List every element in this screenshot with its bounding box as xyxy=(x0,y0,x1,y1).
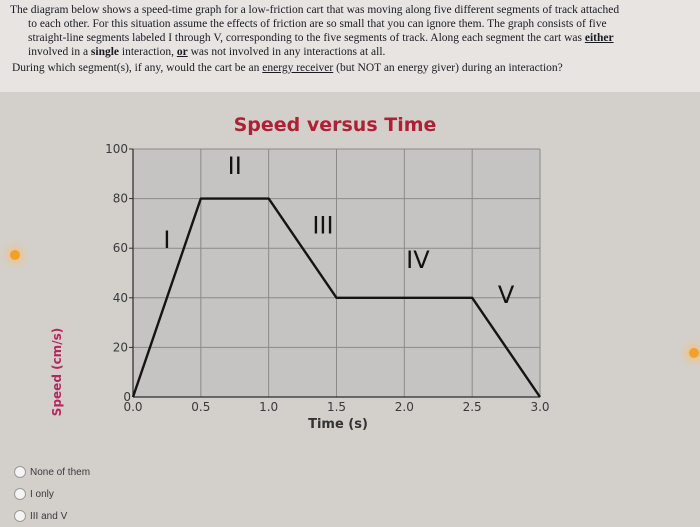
question-prompt-text-b: (but NOT an energy giver) during an inte… xyxy=(333,62,563,74)
segment-label: II xyxy=(228,152,242,180)
segment-label: V xyxy=(498,281,515,309)
question-line-3: straight-line segments labeled I through… xyxy=(10,31,694,45)
option-iii-and-v[interactable]: III and V xyxy=(14,505,90,527)
y-axis-label: Speed (cm/s) xyxy=(50,328,64,416)
option-none-of-them[interactable]: None of them xyxy=(14,461,90,483)
question-line-4-text-a: involved in a xyxy=(28,46,91,58)
question-line-4-text-b: interaction, xyxy=(119,46,177,58)
radio-button[interactable] xyxy=(14,488,26,500)
y-tick-label: 100 xyxy=(105,142,128,156)
question-line-1: The diagram below shows a speed-time gra… xyxy=(10,4,620,16)
chart-title: Speed versus Time xyxy=(234,114,437,136)
radio-button[interactable] xyxy=(14,510,26,522)
y-tick-label: 0 xyxy=(123,390,131,404)
segment-label: I xyxy=(163,226,170,254)
segment-label: III xyxy=(312,211,333,239)
question-prompt: During which segment(s), if any, would t… xyxy=(10,61,694,75)
x-tick-label: 1.5 xyxy=(327,400,346,414)
radio-button[interactable] xyxy=(14,466,26,478)
answer-options: None of them I only III and V xyxy=(14,461,90,527)
glare-dot xyxy=(689,348,699,358)
x-tick-label: 2.5 xyxy=(463,400,482,414)
x-tick-label: 2.0 xyxy=(395,400,414,414)
question-prompt-text-a: During which segment(s), if any, would t… xyxy=(12,62,263,74)
question-line-3-text: straight-line segments labeled I through… xyxy=(28,32,585,44)
x-tick-label: 1.0 xyxy=(259,400,278,414)
x-tick-label: 0.5 xyxy=(191,400,210,414)
emphasis-single: single xyxy=(90,46,120,58)
chart-svg: Speed versus Time Speed (cm/s) Time (s) … xyxy=(50,114,550,432)
question-line-2: to each other. For this situation assume… xyxy=(28,18,607,30)
question-text: The diagram below shows a speed-time gra… xyxy=(0,0,700,92)
x-tick-label: 3.0 xyxy=(530,400,549,414)
option-label: I only xyxy=(30,488,54,500)
option-label: III and V xyxy=(30,510,68,522)
x-axis-label: Time (s) xyxy=(308,417,368,432)
y-tick-label: 40 xyxy=(113,291,128,305)
y-tick-label: 60 xyxy=(113,241,128,255)
x-tick-label: 0.0 xyxy=(123,400,142,414)
question-line-4: involved in a single interaction, or was… xyxy=(10,45,694,59)
option-label: None of them xyxy=(30,466,91,478)
emphasis-or: or xyxy=(176,46,188,58)
y-tick-label: 80 xyxy=(113,192,128,206)
emphasis-either: either xyxy=(584,32,614,44)
option-i-only[interactable]: I only xyxy=(14,483,90,505)
glare-dot xyxy=(10,250,20,260)
y-tick-label: 20 xyxy=(113,340,128,354)
segment-label: IV xyxy=(406,246,430,274)
emphasis-energy-receiver: energy receiver xyxy=(262,62,334,74)
speed-time-chart: Speed versus Time Speed (cm/s) Time (s) … xyxy=(0,100,700,440)
series-line xyxy=(131,197,541,398)
question-line-4-text-c: was not involved in any interactions at … xyxy=(187,46,386,58)
